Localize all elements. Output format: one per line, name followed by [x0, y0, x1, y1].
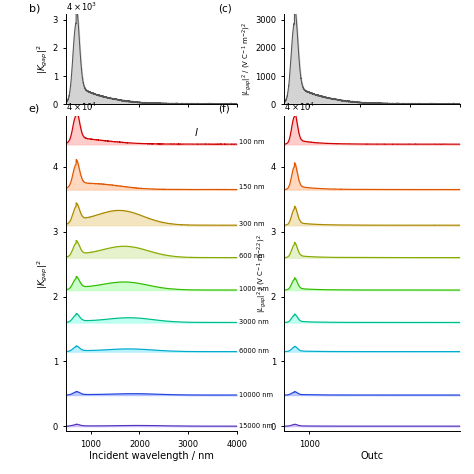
Text: e): e) — [29, 103, 40, 113]
Text: 300 nm: 300 nm — [239, 220, 265, 227]
Text: $l$: $l$ — [194, 126, 199, 138]
Text: b): b) — [29, 3, 40, 13]
Y-axis label: $|L_{gap}|^2$ / (V C$^{-1}$ m$^{-2}$)$^2$: $|L_{gap}|^2$ / (V C$^{-1}$ m$^{-2}$)$^2… — [240, 22, 254, 96]
Y-axis label: $|L_{gap}|^2$ / (V C$^{-1}$ m$^{-2.2}$)$^2$: $|L_{gap}|^2$ / (V C$^{-1}$ m$^{-2.2}$)$… — [255, 235, 269, 313]
Text: 1000 nm: 1000 nm — [239, 286, 269, 292]
X-axis label: Incident wavelength / nm: Incident wavelength / nm — [89, 451, 214, 462]
Y-axis label: $|K_{gap}|^2$: $|K_{gap}|^2$ — [36, 259, 50, 289]
Text: 150 nm: 150 nm — [239, 184, 265, 191]
Text: 100 nm: 100 nm — [239, 138, 265, 145]
Text: 10000 nm: 10000 nm — [239, 392, 273, 398]
Text: 4 ×10$^4$: 4 ×10$^4$ — [66, 101, 98, 113]
X-axis label: Outc: Outc — [361, 451, 383, 462]
Text: 15000 nm: 15000 nm — [239, 423, 273, 429]
Text: 4 ×10$^3$: 4 ×10$^3$ — [66, 1, 98, 13]
Text: (f): (f) — [218, 103, 229, 113]
Text: 600 nm: 600 nm — [239, 253, 265, 259]
Text: 3000 nm: 3000 nm — [239, 319, 269, 325]
Text: 4 ×10$^4$: 4 ×10$^4$ — [284, 101, 316, 113]
Y-axis label: $|K_{gap}|^2$: $|K_{gap}|^2$ — [36, 45, 50, 74]
Text: (c): (c) — [218, 3, 231, 13]
Text: 6000 nm: 6000 nm — [239, 348, 269, 354]
